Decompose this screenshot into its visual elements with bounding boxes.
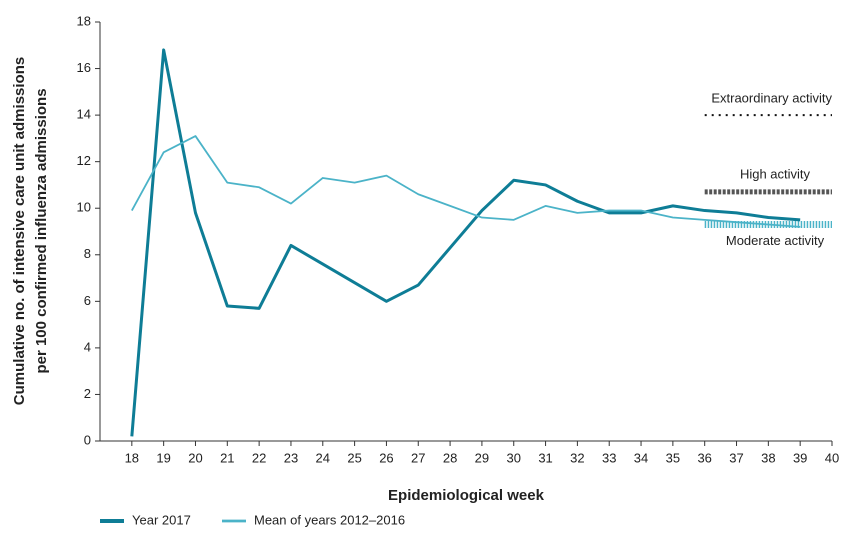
x-tick-label: 37 [729,450,743,465]
y-tick-label: 6 [84,293,91,308]
x-tick-label: 28 [443,450,457,465]
x-tick-label: 27 [411,450,425,465]
x-tick-label: 35 [666,450,680,465]
y-axis-label: per 100 confirmed influenza admissions [33,88,50,373]
threshold-label: Moderate activity [726,233,825,248]
y-tick-label: 12 [77,153,91,168]
x-tick-label: 21 [220,450,234,465]
x-tick-label: 34 [634,450,648,465]
x-tick-label: 25 [347,450,361,465]
x-tick-label: 40 [825,450,839,465]
x-axis-label: Epidemiological week [388,487,545,504]
x-tick-label: 38 [761,450,775,465]
threshold-label: High activity [740,166,811,181]
x-tick-label: 30 [507,450,521,465]
x-tick-label: 29 [475,450,489,465]
legend-label: Year 2017 [132,512,191,527]
legend-label: Mean of years 2012–2016 [254,512,405,527]
x-tick-label: 24 [316,450,330,465]
y-tick-label: 0 [84,432,91,447]
x-tick-label: 33 [602,450,616,465]
threshold-label: Extraordinary activity [711,91,832,106]
x-tick-label: 39 [793,450,807,465]
y-tick-label: 10 [77,200,91,215]
y-tick-label: 8 [84,246,91,261]
x-tick-label: 20 [188,450,202,465]
x-tick-label: 31 [538,450,552,465]
series-line [131,135,801,228]
y-tick-label: 2 [84,386,91,401]
y-tick-label: 14 [77,107,91,122]
x-tick-label: 23 [284,450,298,465]
y-tick-label: 4 [84,339,91,354]
x-tick-label: 32 [570,450,584,465]
x-tick-label: 36 [697,450,711,465]
x-tick-label: 22 [252,450,266,465]
series-line [130,48,801,437]
y-axis-label: Cumulative no. of intensive care unit ad… [11,57,28,405]
x-tick-label: 26 [379,450,393,465]
y-tick-label: 18 [77,13,91,28]
x-tick-label: 18 [125,450,139,465]
y-tick-label: 16 [77,60,91,75]
x-tick-label: 19 [156,450,170,465]
